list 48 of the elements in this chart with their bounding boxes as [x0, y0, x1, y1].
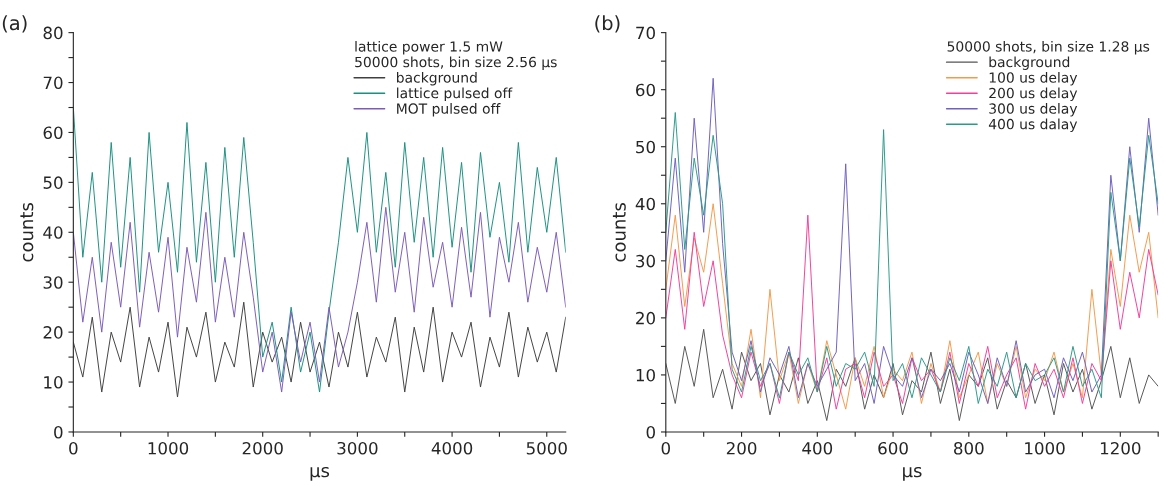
x-tick-label: 200	[726, 441, 757, 455]
y-tick-label: 10	[636, 368, 655, 382]
y-tick-label: 50	[43, 176, 63, 189]
x-tick-label: 0	[661, 441, 670, 455]
y-tick-label: 10	[44, 376, 63, 389]
y-tick-label: 20	[636, 311, 655, 325]
legend-label: lattice pulsed off	[397, 87, 513, 102]
y-tick-label: 70	[43, 76, 63, 90]
y-tick-label: 40	[635, 197, 655, 211]
x-tick-label: 5000	[526, 441, 567, 455]
x-tick-label: 800	[954, 441, 984, 455]
y-tick-label: 70	[636, 26, 655, 40]
legend-title: 50000 shots, bin size 1.28 μs	[947, 40, 1150, 55]
y-tick-label: 50	[636, 140, 655, 154]
legend-label: 200 us delay	[989, 87, 1078, 101]
legend-label: 400 us dalay	[988, 118, 1078, 133]
y-axis-title: counts	[612, 203, 626, 262]
y-tick-label: 30	[43, 276, 63, 289]
x-tick-label: 0	[69, 441, 78, 455]
y-tick-label: 20	[43, 326, 63, 339]
legend-label: 300 us delay	[989, 103, 1078, 117]
x-tick-label: 1000	[148, 441, 189, 455]
line-series	[73, 206, 566, 393]
legend-label: background	[989, 56, 1070, 70]
y-tick-label: 60	[636, 83, 655, 97]
y-tick-label: 0	[646, 425, 655, 439]
legend-label: MOT pulsed off	[397, 103, 501, 117]
legend-label: 100 us delay	[989, 72, 1078, 86]
x-tick-label: 1000	[1025, 441, 1065, 455]
y-tick-label: 30	[636, 254, 655, 268]
y-tick-label: 80	[43, 26, 63, 40]
line-series	[665, 328, 1159, 422]
y-axis-title: counts	[20, 203, 34, 262]
x-axis-title: µs	[903, 466, 922, 481]
chart-title: (a)	[2, 15, 27, 33]
x-tick-label: 1200	[1100, 441, 1141, 455]
x-axis-title: µs	[310, 466, 330, 481]
x-tick-label: 600	[878, 441, 908, 455]
y-tick-label: 60	[43, 126, 63, 140]
y-tick-label: 40	[43, 226, 63, 239]
x-tick-label: 3000	[337, 441, 378, 455]
y-tick-label: 0	[54, 425, 63, 439]
x-tick-label: 2000	[242, 441, 283, 455]
line-series	[73, 301, 566, 398]
legend-label: background	[397, 72, 477, 86]
x-tick-label: 4000	[431, 441, 473, 455]
chart-title: (b)	[595, 15, 620, 33]
x-tick-label: 400	[802, 441, 833, 455]
